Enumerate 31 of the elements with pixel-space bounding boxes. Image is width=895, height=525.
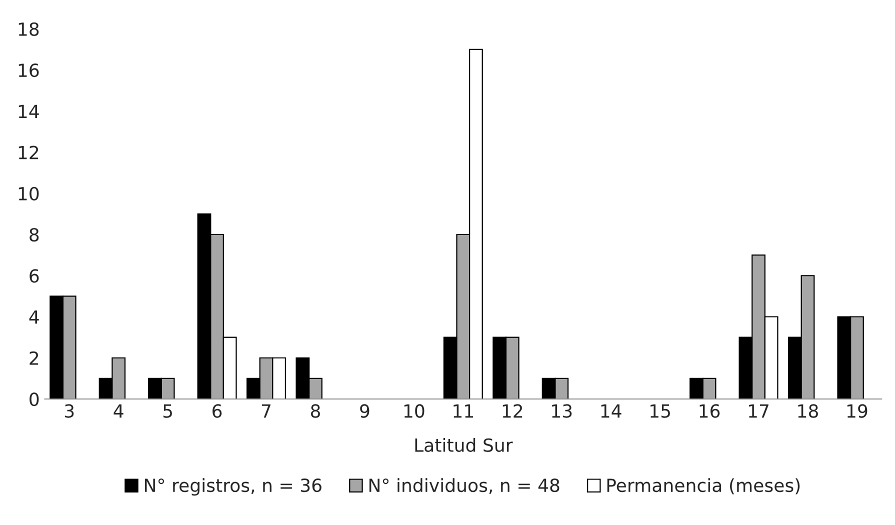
x-tick-label: 16 bbox=[700, 404, 720, 418]
x-tick-label: 19 bbox=[847, 404, 868, 418]
y-tick-label: 2 bbox=[30, 351, 38, 365]
y-tick-label: 18 bbox=[18, 22, 39, 36]
y-tick-label: 0 bbox=[30, 392, 39, 406]
x-tick-label: 13 bbox=[552, 404, 572, 418]
x-axis-title: Latitud Sur bbox=[415, 438, 513, 452]
x-tick-label: 12 bbox=[502, 404, 522, 418]
x-tick-label: 5 bbox=[163, 404, 172, 418]
x-tick-label: 4 bbox=[114, 404, 124, 418]
x-tick-label: 17 bbox=[749, 404, 768, 418]
x-tick-label: 15 bbox=[650, 404, 670, 418]
x-tick-label: 18 bbox=[798, 404, 818, 418]
y-tick-label: 12 bbox=[18, 146, 38, 160]
y-tick-label: 16 bbox=[18, 63, 39, 78]
legend-label: N° individuos, n = 48 bbox=[369, 478, 560, 494]
legend-label: Permanencia (meses) bbox=[607, 478, 800, 494]
x-tick-label: 11 bbox=[454, 404, 473, 418]
y-tick-label: 10 bbox=[18, 186, 39, 200]
legend-label: N° registros, n = 36 bbox=[144, 478, 322, 496]
x-tick-label: 14 bbox=[601, 404, 622, 418]
y-tick-label: 14 bbox=[18, 104, 39, 118]
y-tick-label: 8 bbox=[30, 228, 39, 242]
x-tick-label: 6 bbox=[212, 404, 222, 418]
x-tick-label: 10 bbox=[404, 404, 424, 418]
x-tick-label: 3 bbox=[64, 404, 74, 418]
x-tick-label: 8 bbox=[310, 404, 320, 418]
x-tick-label: 9 bbox=[360, 404, 370, 418]
y-tick-label: 4 bbox=[29, 310, 39, 324]
y-tick-label: 6 bbox=[30, 269, 39, 283]
x-tick-label: 7 bbox=[262, 404, 270, 418]
